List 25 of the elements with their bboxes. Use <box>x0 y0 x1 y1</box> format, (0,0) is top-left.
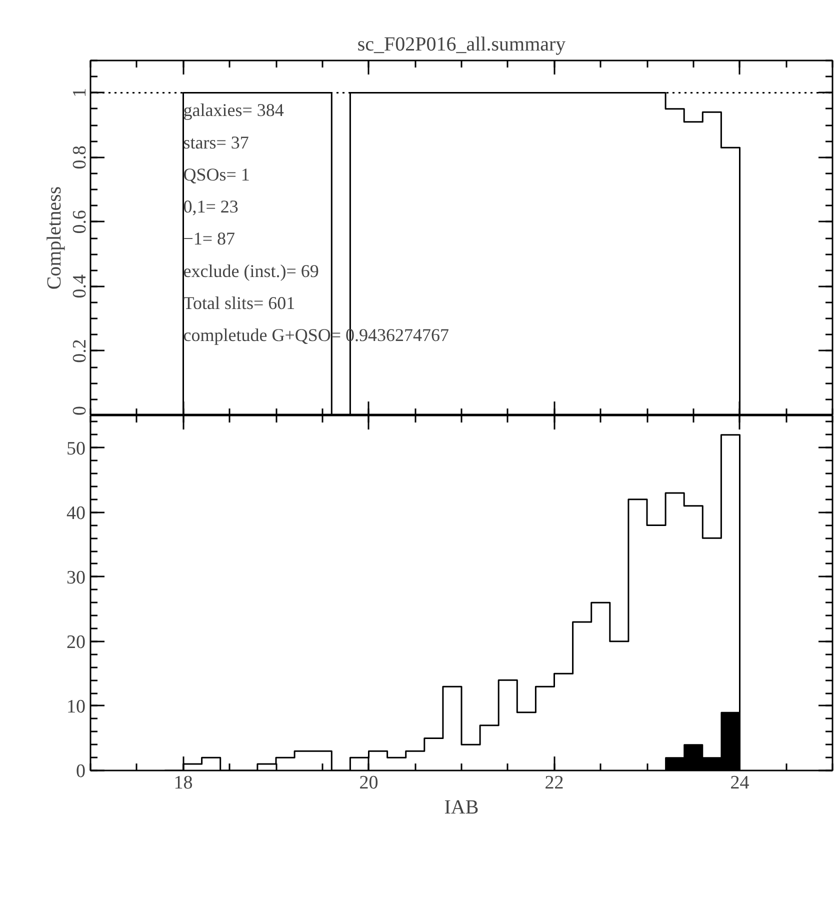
y-tick-label: 20 <box>66 632 86 653</box>
x-tick-label: 22 <box>544 772 564 794</box>
annotation: QSOs= 1 <box>183 164 250 184</box>
annotation: stars= 37 <box>183 132 249 152</box>
y-tick-label: 0 <box>70 406 90 416</box>
y-tick-label: 30 <box>66 567 86 588</box>
x-axis-title: IAB <box>444 796 479 818</box>
y-tick-label: 0 <box>76 761 86 782</box>
y-tick-label: 0.8 <box>70 145 90 170</box>
x-tick-label: 24 <box>730 772 750 794</box>
y-tick-label: 50 <box>66 438 86 460</box>
annotation: galaxies= 384 <box>183 100 284 120</box>
y-axis-title: Completness <box>44 186 66 290</box>
x-tick-label: 20 <box>359 772 378 794</box>
annotation: −1= 87 <box>183 228 236 249</box>
annotation: 0,1= 23 <box>183 196 238 217</box>
y-tick-label: 0.4 <box>70 274 90 298</box>
x-tick-label: 18 <box>174 772 193 794</box>
y-tick-label: 1 <box>70 88 90 98</box>
y-tick-label: 0.2 <box>70 339 90 363</box>
chart-title: sc_F02P016_all.summary <box>357 34 566 56</box>
y-tick-label: 0.6 <box>70 210 90 234</box>
y-tick-label: 40 <box>66 502 86 524</box>
y-tick-label: 10 <box>66 696 86 718</box>
annotation: exclude (inst.)= 69 <box>183 260 319 281</box>
